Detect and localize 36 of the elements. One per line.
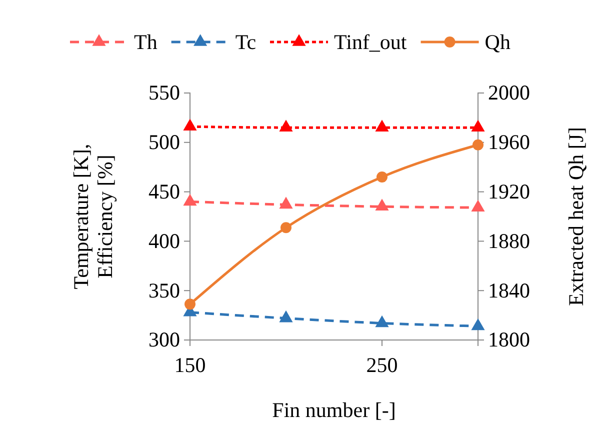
point [376,171,388,182]
y2-tick-label: 1960 [488,130,530,154]
point [280,222,292,234]
point [471,318,485,330]
y2-tick-label: 1880 [488,228,530,253]
y2-tick-label: 1800 [488,328,530,352]
y2-tick-label: 2000 [488,80,530,105]
y-tick-label: 450 [148,180,180,204]
point [375,198,389,211]
y2-tick-label: 1920 [488,180,530,204]
point [375,315,389,328]
point [279,120,293,132]
legend-label: Th [134,30,158,54]
y2-axis-title: Extracted heat Qh [J] [564,126,588,306]
legend-label: Tinf_out [334,30,407,54]
y-tick-label: 400 [148,228,180,253]
point [183,194,197,206]
y-tick-label: 550 [148,80,180,105]
y-axis-title: Temperature [K], Efficiency [%] [69,144,118,290]
x-tick-label: 150 [174,353,206,378]
y2-tick-label: 1840 [488,278,530,302]
x-axis-title: Fin number [-] [272,398,396,422]
point [471,120,485,132]
y-tick-label: 350 [148,278,180,302]
y-tick-label: 500 [148,130,180,154]
point [471,200,485,212]
legend-label: Qh [484,30,511,54]
legend-label: Tc [235,30,256,54]
point [184,298,196,310]
point [183,118,197,131]
point [375,120,389,132]
x-tick-label: 250 [366,353,398,378]
point [279,196,293,209]
point [279,310,293,322]
point [472,139,484,150]
y-tick-label: 300 [148,328,180,352]
